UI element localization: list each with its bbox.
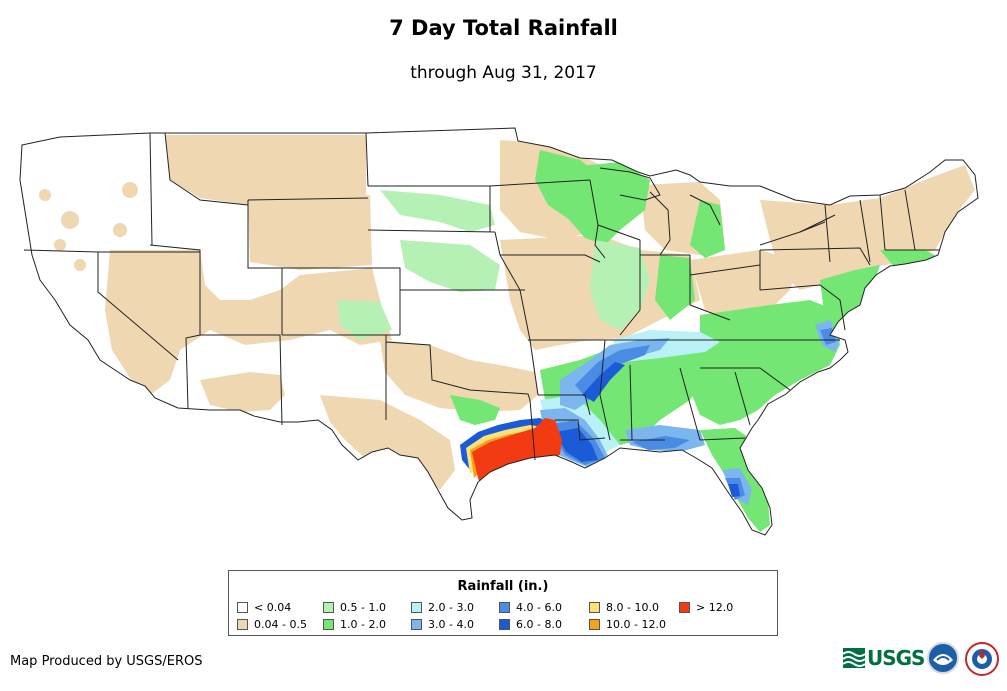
legend-item: 2.0 - 3.0 bbox=[411, 602, 474, 614]
legend-label: 10.0 - 12.0 bbox=[606, 618, 666, 631]
rainfall-fields bbox=[39, 135, 975, 532]
legend-title: Rainfall (in.) bbox=[457, 579, 549, 594]
legend-swatch bbox=[411, 619, 422, 630]
legend-item: 3.0 - 4.0 bbox=[411, 619, 474, 631]
legend-swatch bbox=[323, 619, 334, 630]
legend-swatch bbox=[499, 602, 510, 613]
legend-item: 10.0 - 12.0 bbox=[589, 619, 666, 631]
legend: Rainfall (in.) < 0.04 0.04 - 0.5 0.5 - 1… bbox=[228, 570, 778, 636]
legend-swatch bbox=[679, 602, 690, 613]
legend-item: 6.0 - 8.0 bbox=[499, 619, 562, 631]
legend-label: 0.5 - 1.0 bbox=[340, 601, 386, 614]
legend-swatch bbox=[499, 619, 510, 630]
legend-item: 8.0 - 10.0 bbox=[589, 602, 659, 614]
legend-swatch bbox=[589, 619, 600, 630]
legend-swatch bbox=[237, 602, 248, 613]
usgs-wordmark: USGS bbox=[867, 646, 925, 670]
usgs-logo: USGS bbox=[842, 644, 925, 672]
noaa-logo-icon bbox=[927, 642, 959, 674]
legend-item: 1.0 - 2.0 bbox=[323, 619, 386, 631]
map-title: 7 Day Total Rainfall bbox=[389, 16, 618, 40]
legend-item: < 0.04 bbox=[237, 602, 291, 614]
legend-label: 2.0 - 3.0 bbox=[428, 601, 474, 614]
legend-label: > 12.0 bbox=[696, 601, 734, 614]
legend-swatch bbox=[237, 619, 248, 630]
nws-logo-icon bbox=[965, 642, 999, 676]
legend-label: 3.0 - 4.0 bbox=[428, 618, 474, 631]
state-boundaries bbox=[19, 127, 979, 536]
legend-label: 4.0 - 6.0 bbox=[516, 601, 562, 614]
legend-label: 0.04 - 0.5 bbox=[254, 618, 307, 631]
legend-item: 0.04 - 0.5 bbox=[237, 619, 307, 631]
legend-item: 4.0 - 6.0 bbox=[499, 602, 562, 614]
legend-label: 1.0 - 2.0 bbox=[340, 618, 386, 631]
agency-logos: USGS bbox=[842, 640, 1003, 680]
legend-label: < 0.04 bbox=[254, 601, 292, 614]
legend-label: 8.0 - 10.0 bbox=[606, 601, 659, 614]
legend-swatch bbox=[411, 602, 422, 613]
rainfall-map bbox=[19, 127, 979, 536]
map-subtitle: through Aug 31, 2017 bbox=[410, 63, 597, 83]
legend-item: 0.5 - 1.0 bbox=[323, 602, 386, 614]
legend-item: > 12.0 bbox=[679, 602, 733, 614]
usgs-wave-icon bbox=[842, 648, 866, 668]
legend-swatch bbox=[323, 602, 334, 613]
legend-label: 6.0 - 8.0 bbox=[516, 618, 562, 631]
credit-text: Map Produced by USGS/EROS bbox=[10, 654, 203, 669]
legend-swatch bbox=[589, 602, 600, 613]
